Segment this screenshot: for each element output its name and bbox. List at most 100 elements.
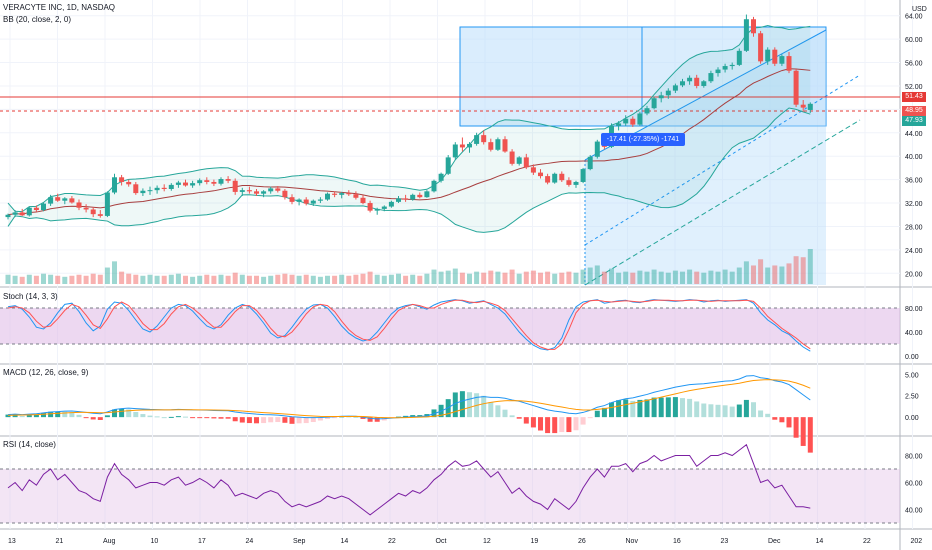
volume-bar	[289, 274, 295, 284]
price-tick-label: 52.00	[905, 84, 923, 91]
volume-bar	[104, 267, 110, 284]
macd-histogram-bar	[90, 417, 96, 420]
candle-body	[687, 77, 693, 82]
bb-lower	[7, 107, 811, 233]
volume-bar	[800, 257, 806, 284]
macd-histogram-bar	[367, 417, 373, 422]
macd-histogram-bar	[410, 415, 416, 418]
volume-bar	[694, 271, 700, 284]
volume-bar	[175, 273, 181, 284]
volume-bar	[502, 272, 508, 284]
candle-body	[48, 197, 54, 204]
candle-body	[431, 180, 437, 192]
bb-indicator-label[interactable]: BB (20, close, 2, 0)	[3, 15, 72, 24]
volume-bar	[644, 271, 650, 284]
macd-histogram-bar	[254, 417, 259, 424]
macd-histogram-bar	[559, 417, 565, 433]
volume-bar	[69, 275, 75, 284]
candle-body	[459, 144, 465, 148]
candle-body	[623, 118, 629, 124]
volume-bar	[445, 270, 451, 284]
candle-body	[211, 181, 217, 184]
candle-body	[19, 212, 25, 216]
candle-body	[154, 187, 160, 191]
candle-body	[743, 19, 749, 51]
time-tick-label: 19	[531, 538, 539, 545]
candle-body	[367, 203, 373, 211]
candle-body	[204, 180, 210, 182]
candle-body	[360, 197, 366, 204]
macd-histogram-bar	[601, 407, 607, 418]
macd-histogram-bar	[168, 416, 174, 418]
volume-bar	[786, 263, 792, 284]
candle-body	[346, 193, 352, 195]
volume-bar	[708, 270, 714, 284]
macd-histogram-bar	[488, 402, 494, 418]
volume-bar	[388, 274, 394, 284]
macd-histogram-bar	[630, 400, 636, 418]
candle-body	[594, 141, 600, 157]
volume-bar	[474, 271, 480, 284]
rsi-indicator-label[interactable]: RSI (14, close)	[3, 440, 56, 449]
macd-histogram-bar	[538, 417, 543, 431]
macd-histogram-bar	[183, 416, 188, 418]
last-price-tag: 48.95	[902, 106, 926, 116]
macd-histogram-bar	[587, 417, 593, 419]
macd-histogram-bar	[609, 402, 614, 418]
macd-histogram-bar	[665, 397, 671, 418]
volume-bar	[119, 271, 125, 284]
macd-histogram-bar	[708, 404, 714, 418]
candle-body	[530, 167, 536, 173]
macd-histogram-bar	[133, 412, 139, 418]
macd-histogram-bar	[374, 417, 380, 422]
macd-histogram-bar	[268, 417, 274, 423]
macd-histogram-bar	[303, 417, 309, 424]
volume-bar	[317, 276, 323, 284]
price-tick-label: 44.00	[905, 131, 923, 138]
volume-bar	[239, 274, 245, 284]
macd-histogram-bar	[467, 392, 472, 418]
volume-bar	[232, 272, 238, 284]
stoch-d-line	[7, 299, 811, 350]
macd-histogram-bar	[69, 412, 75, 418]
stoch-indicator-label[interactable]: Stoch (14, 3, 3)	[3, 292, 58, 301]
candle-body	[97, 214, 103, 216]
macd-histogram-bar	[644, 399, 650, 418]
volume-bar	[736, 267, 742, 284]
macd-indicator-label[interactable]: MACD (12, 26, close, 9)	[3, 368, 89, 377]
volume-bar	[538, 272, 543, 284]
macd-histogram-bar	[289, 417, 295, 424]
time-tick-label: 17	[198, 538, 206, 545]
volume-bar	[410, 274, 416, 284]
time-tick-label: Aug	[103, 538, 116, 545]
candle-body	[5, 214, 11, 218]
macd-histogram-bar	[552, 417, 558, 434]
volume-bar	[282, 273, 288, 284]
candle-body	[90, 209, 96, 215]
volume-bar	[381, 275, 387, 284]
macd-tick-label: 0.00	[905, 415, 919, 422]
macd-histogram-bar	[672, 397, 678, 418]
macd-histogram-bar	[729, 406, 735, 418]
volume-bar	[360, 273, 366, 284]
volume-bar	[573, 272, 579, 284]
volume-bar	[168, 274, 174, 284]
candle-body	[658, 95, 664, 99]
rsi-band	[0, 469, 900, 523]
stoch-tick-label: 40.00	[905, 330, 923, 337]
volume-bar	[530, 270, 536, 284]
candle-body	[41, 203, 46, 211]
candle-body	[573, 181, 579, 185]
candle-body	[779, 56, 785, 64]
candle-body	[729, 64, 735, 67]
candle-body	[772, 49, 778, 64]
macd-histogram-bar	[140, 414, 146, 418]
volume-bar	[559, 272, 565, 284]
candle-body	[509, 151, 515, 164]
price-tick-label: 20.00	[905, 271, 923, 278]
candle-body	[303, 199, 309, 204]
macd-line	[7, 375, 811, 420]
candle-body	[282, 190, 288, 198]
volume-bar	[658, 271, 664, 284]
